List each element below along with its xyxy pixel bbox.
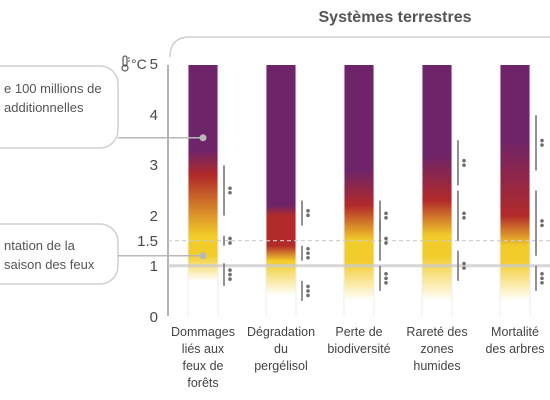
risk-bar <box>500 65 530 316</box>
confidence-dot <box>540 272 544 276</box>
confidence-dot <box>462 266 466 270</box>
y-tick-1-5: 1.5 <box>137 233 158 250</box>
confidence-dot <box>228 277 232 281</box>
y-tick-0: 0 <box>150 309 158 326</box>
confidence-dot <box>384 241 388 245</box>
x-category-label: Dégradation <box>247 325 315 339</box>
confidence-dot <box>540 281 544 285</box>
risk-bar <box>266 65 296 316</box>
x-category-label: Mortalité <box>491 325 539 339</box>
confidence-dot <box>540 219 544 223</box>
confidence-dot <box>228 190 232 195</box>
y-tick-4: 4 <box>150 107 158 124</box>
confidence-dot <box>228 272 232 277</box>
confidence-dot <box>306 284 310 289</box>
x-category-label: Perte de <box>335 325 382 339</box>
x-category-label: forêts <box>187 376 218 390</box>
confidence-dot <box>306 246 310 251</box>
callout-bottom-line2: saison des feux <box>4 257 95 272</box>
risk-bar <box>344 65 374 316</box>
x-category-label: liés aux <box>182 342 225 356</box>
confidence-dot <box>306 293 310 298</box>
confidence-dot <box>306 251 310 256</box>
confidence-dot <box>384 211 388 216</box>
x-category-label: des arbres <box>485 342 544 356</box>
confidence-dot <box>462 216 466 220</box>
x-category-label: biodiversité <box>327 342 390 356</box>
callout-bottom-line1: ntation de la <box>4 238 76 253</box>
confidence-dot <box>228 236 232 241</box>
y-tick-1: 1 <box>150 258 158 275</box>
x-category-label: du <box>274 342 288 356</box>
confidence-dot <box>384 236 388 241</box>
callout-top-line2: additionnelles <box>4 100 84 115</box>
confidence-dot <box>540 276 544 281</box>
thermometer-icon <box>121 55 130 72</box>
x-category-label: humides <box>413 359 460 373</box>
y-tick-2: 2 <box>150 208 158 225</box>
confidence-dot <box>384 216 388 220</box>
confidence-dot <box>228 186 232 191</box>
confidence-dot <box>306 209 310 213</box>
confidence-dot <box>540 138 544 143</box>
callout-bottom: ntation de la saison des feux <box>0 223 119 285</box>
confidence-dot <box>462 158 466 163</box>
confidence-dot <box>306 213 310 218</box>
section-bracket <box>169 36 550 58</box>
confidence-dot <box>306 255 310 260</box>
x-category-label: Rareté des <box>406 325 467 339</box>
confidence-dot <box>462 211 466 216</box>
callout-dot <box>199 134 207 142</box>
confidence-dot <box>540 143 544 147</box>
callout-top: e 100 millions de additionnelles <box>0 65 119 149</box>
confidence-dot <box>462 261 466 266</box>
confidence-dot <box>384 281 388 285</box>
confidence-dot <box>228 241 232 245</box>
x-category-label: Dommages <box>171 325 235 339</box>
y-tick-5: 5 <box>150 56 158 73</box>
confidence-dot <box>384 276 388 281</box>
x-category-label: pergélisol <box>254 359 308 373</box>
confidence-dot <box>540 223 544 228</box>
callout-dot <box>199 252 207 260</box>
risk-bar <box>188 65 218 316</box>
callout-top-line1: e 100 millions de <box>4 81 102 96</box>
confidence-dot <box>228 268 232 272</box>
x-category-label: zones <box>420 342 453 356</box>
section-title: Systèmes terrestres <box>319 9 472 26</box>
confidence-dot <box>384 272 388 276</box>
confidence-dot <box>306 289 310 293</box>
y-tick-3: 3 <box>150 157 158 174</box>
confidence-dot <box>462 163 466 167</box>
axis-unit-label: °C <box>131 56 147 72</box>
x-category-label: feux de <box>182 359 223 373</box>
risk-bar <box>422 65 452 316</box>
